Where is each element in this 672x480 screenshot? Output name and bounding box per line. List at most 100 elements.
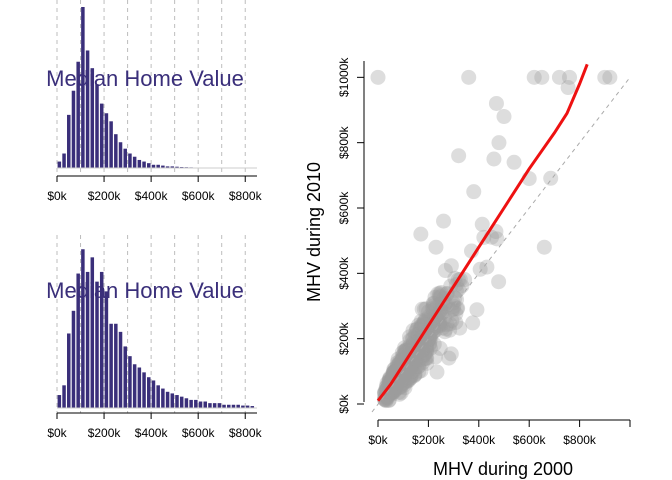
scatter-y-tick-label: $200k — [337, 321, 351, 355]
histogram-bar — [95, 84, 99, 168]
scatter-point — [405, 348, 421, 364]
scatter-point — [416, 320, 432, 336]
histogram-x-tick-label: $800k — [229, 189, 263, 203]
scatter-point — [392, 376, 408, 392]
scatter-point — [384, 386, 400, 402]
histogram-bar — [90, 68, 95, 168]
scatter-point — [418, 301, 434, 317]
scatter-point — [401, 361, 417, 377]
histogram-bar — [85, 271, 90, 408]
scatter-point — [447, 290, 463, 306]
histogram-bar — [203, 401, 207, 408]
scatter-point — [380, 386, 396, 402]
scatter-point — [410, 317, 426, 333]
histogram-2010-x-ticks: $0k $200k $400k $600k $800k — [47, 413, 263, 440]
scatter-point — [387, 375, 403, 391]
scatter-point — [454, 278, 470, 294]
scatter-point — [489, 231, 505, 247]
histogram-bar — [71, 310, 76, 408]
histogram-bar — [90, 257, 95, 408]
scatter-point — [402, 340, 418, 356]
scatter-point — [406, 352, 422, 368]
scatter-point — [395, 371, 411, 387]
scatter-point — [401, 372, 417, 388]
scatter-point — [391, 384, 407, 400]
scatter-point — [392, 376, 408, 392]
scatter-point — [461, 69, 477, 85]
scatter-y-axis-title: MHV during 2010 — [304, 162, 324, 302]
scatter-point — [474, 216, 490, 232]
histogram-bar — [147, 377, 151, 408]
scatter-point — [390, 378, 406, 394]
scatter-point — [465, 315, 481, 331]
scatter-point — [387, 374, 403, 390]
histogram-2010: Median Home Value $0k $200k $400k $600k $800… — [46, 235, 263, 440]
scatter-point — [381, 393, 397, 409]
scatter-point — [536, 239, 552, 255]
scatter-point — [377, 390, 393, 406]
scatter-point — [402, 360, 418, 376]
scatter-point — [486, 151, 502, 167]
scatter-point — [381, 384, 397, 400]
scatter-point — [414, 349, 430, 365]
scatter-point — [399, 365, 415, 381]
scatter-point — [413, 344, 429, 360]
scatter-point — [413, 313, 429, 329]
reference-line-y-equals-x — [371, 77, 631, 413]
scatter-point — [394, 375, 410, 391]
scatter-point — [393, 373, 409, 389]
histogram-bar — [156, 164, 160, 168]
scatter-point — [412, 336, 428, 352]
scatter-x-ticks: $0k $200k $400k $600k $800k — [368, 420, 631, 447]
scatter-point — [416, 301, 432, 317]
scatter-point — [401, 362, 417, 378]
scatter-point — [393, 385, 409, 401]
scatter-point — [407, 353, 423, 369]
scatter-point — [394, 354, 410, 370]
scatter-point — [418, 337, 434, 353]
scatter-point — [415, 348, 431, 364]
scatter-point — [395, 353, 411, 369]
scatter-point — [406, 353, 422, 369]
scatter-point — [392, 380, 408, 396]
trend-line — [376, 63, 589, 402]
scatter-point — [411, 338, 427, 354]
scatter-y-tick-label: $800k — [337, 125, 351, 159]
scatter-point — [428, 239, 444, 255]
scatter-point — [526, 69, 542, 85]
scatter-point — [420, 332, 436, 348]
scatter-point — [401, 368, 417, 384]
scatter-point — [419, 335, 435, 351]
scatter-point — [412, 350, 428, 366]
scatter-point — [413, 346, 429, 362]
scatter-point — [406, 362, 422, 378]
scatter-point — [406, 353, 422, 369]
scatter-point — [396, 349, 412, 365]
scatter-point — [418, 344, 434, 360]
scatter-point — [381, 383, 397, 399]
scatter-point — [409, 322, 425, 338]
scatter-point — [417, 329, 433, 345]
scatter-point — [396, 371, 412, 387]
histogram-bar — [179, 396, 184, 408]
histogram-2010-title: Median Home Value — [46, 278, 244, 303]
scatter-point — [439, 317, 455, 333]
scatter-point — [450, 300, 466, 316]
scatter-point — [402, 361, 418, 377]
histogram-bar — [99, 103, 104, 168]
histogram-bar — [184, 398, 189, 408]
scatter-point — [416, 347, 432, 363]
histogram-bar — [114, 134, 118, 168]
scatter-point — [422, 336, 438, 352]
scatter-point — [543, 170, 559, 186]
scatter-point — [426, 296, 442, 312]
scatter-point — [402, 368, 418, 384]
scatter-point — [402, 359, 418, 375]
scatter-point — [401, 353, 417, 369]
scatter-point — [394, 372, 410, 388]
scatter-point — [405, 357, 421, 373]
scatter-point — [488, 95, 504, 111]
scatter-point — [401, 366, 417, 382]
scatter-point — [406, 346, 422, 362]
scatter-point — [405, 348, 421, 364]
